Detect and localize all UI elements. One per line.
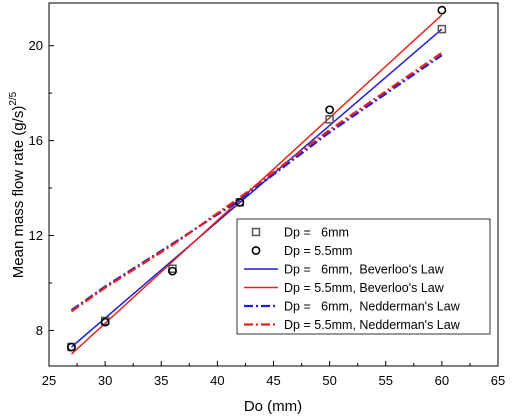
y-axis: 8 12 16 20 [29,38,54,338]
legend: Dp = 6mm Dp = 5.5mm Dp = 6mm, Beverloo's L… [236,218,491,335]
y-tick-label: 16 [29,133,43,148]
data-point-dp-6mm [325,115,334,124]
legend-label: Dp = 5.5mm, Nedderman's Law [284,318,461,332]
legend-label: Dp = 6mm, Beverloo's Law [284,263,445,277]
x-tick-label: 35 [154,373,168,388]
x-axis: 25 30 35 40 45 50 55 60 65 [42,361,505,388]
data-point-dp-6mm [437,24,447,34]
series-layer [70,14,443,355]
legend-label: Dp = 6mm [284,226,349,240]
series-line-dp-5-5mm-nedderman-s-law [70,51,443,313]
y-axis-label-main: Mean mass flow rate (g/s) [10,106,27,279]
x-tick-label: 50 [322,373,336,388]
x-tick-label: 65 [491,373,505,388]
x-tick-label: 30 [98,373,112,388]
x-tick-label: 25 [42,373,56,388]
x-tick-label: 45 [266,373,280,388]
legend-marker-dp-5-5mm [251,246,261,255]
legend-box [236,218,491,335]
y-tick-label: 8 [36,323,43,338]
y-tick-label: 20 [29,38,43,53]
x-tick-label: 55 [379,373,393,388]
x-tick-label: 60 [435,373,449,388]
legend-marker-dp-6mm [251,227,261,237]
data-point-dp-5-5mm [325,105,335,115]
marker-layer [67,5,447,352]
y-axis-label: Mean mass flow rate (g/s)2/5 [8,91,27,278]
data-point-dp-5-5mm [437,5,447,15]
y-axis-label-superscript: 2/5 [8,91,19,105]
data-point-dp-5-5mm [235,197,245,207]
data-point-dp-5-5mm [168,266,177,276]
legend-label: Dp = 5.5mm, Beverloo's Law [284,281,445,295]
x-axis-label: Do (mm) [244,398,302,415]
x-tick-label: 40 [210,373,224,388]
data-point-dp-5-5mm [67,342,76,352]
data-point-dp-5-5mm [100,317,110,327]
legend-label: Dp = 6mm, Nedderman's Law [284,300,461,314]
legend-label: Dp = 5.5mm [284,244,352,258]
y-tick-label: 12 [29,228,43,243]
